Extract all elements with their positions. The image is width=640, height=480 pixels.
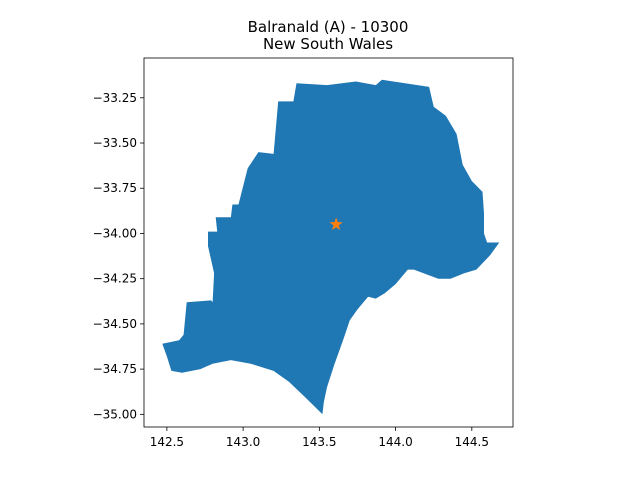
x-tick-label: 142.5 xyxy=(150,435,184,449)
x-tick-label: 143.0 xyxy=(226,435,260,449)
star-marker xyxy=(329,217,343,231)
y-tick-label: −33.25 xyxy=(93,91,137,105)
x-axis-ticks: 142.5 143.0 143.5 144.0 144.5 xyxy=(150,427,489,449)
x-tick-label: 144.5 xyxy=(455,435,489,449)
y-tick-label: −35.00 xyxy=(93,407,137,421)
axes-frame xyxy=(143,57,514,428)
y-tick-label: −34.00 xyxy=(93,226,137,240)
chart-subtitle: New South Wales xyxy=(263,35,393,53)
region-shape xyxy=(162,79,500,415)
y-tick-label: −34.75 xyxy=(93,362,137,376)
y-tick-label: −34.50 xyxy=(93,317,137,331)
x-tick-label: 143.5 xyxy=(302,435,336,449)
y-tick-label: −33.50 xyxy=(93,136,137,150)
y-axis-ticks: −33.25 −33.50 −33.75 −34.00 −34.25 −34.50 −34.… xyxy=(93,91,144,421)
chart-title: Balranald (A) - 10300 xyxy=(248,18,409,36)
x-tick-label: 144.0 xyxy=(378,435,412,449)
y-tick-label: −33.75 xyxy=(93,181,137,195)
y-tick-label: −34.25 xyxy=(93,272,137,286)
